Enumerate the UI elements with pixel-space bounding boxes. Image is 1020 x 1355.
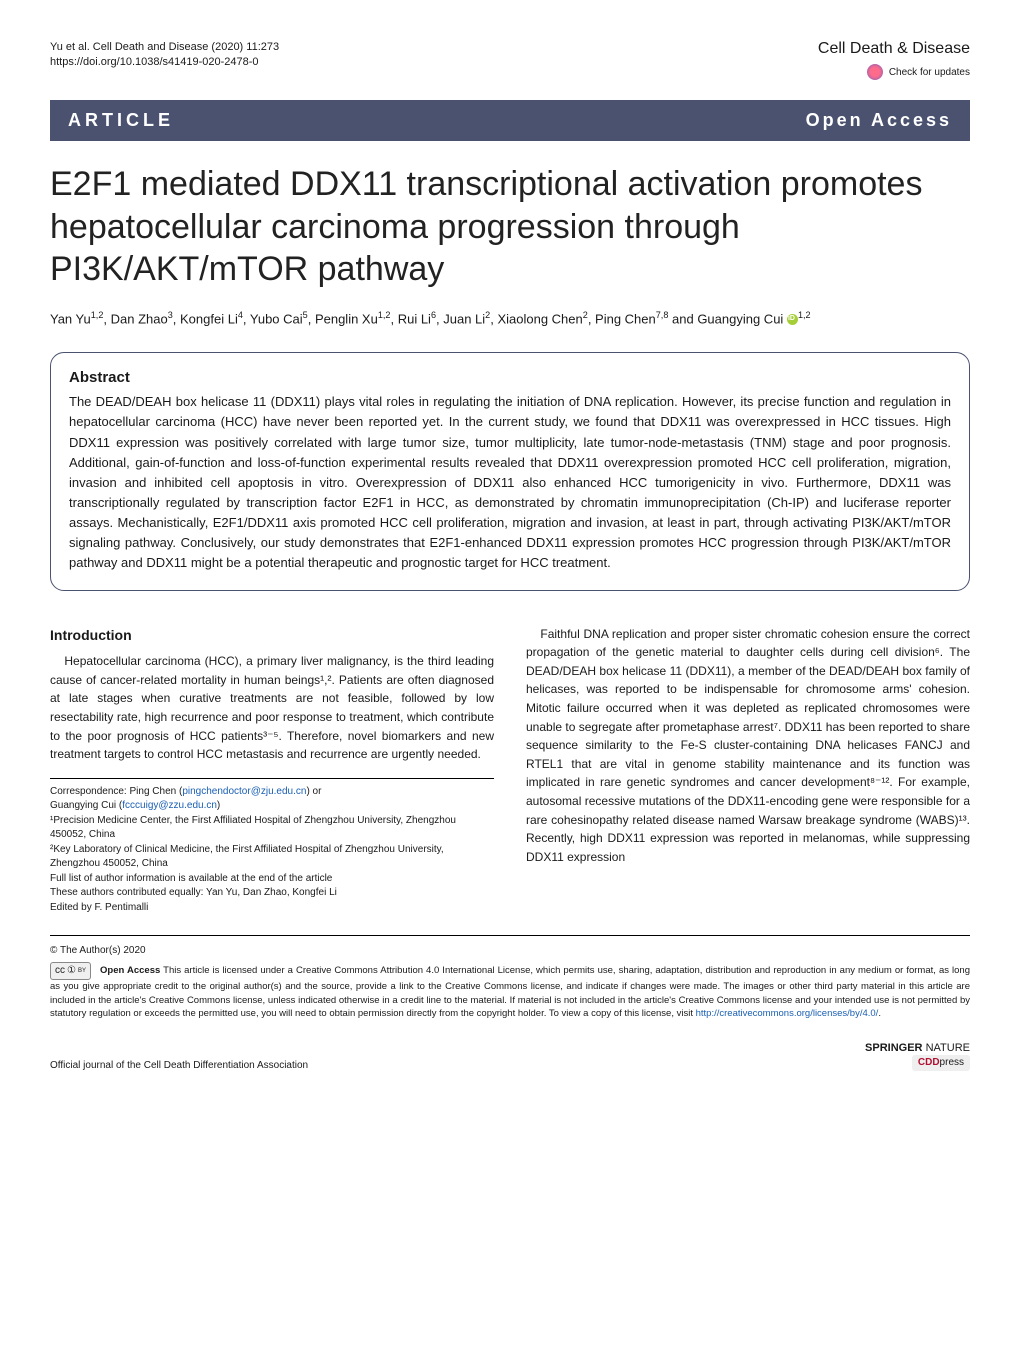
corr-email-1[interactable]: pingchendoctor@zju.edu.cn [182,786,306,797]
cdd-label: CDD [918,1057,940,1068]
license-url[interactable]: http://creativecommons.org/licenses/by/4… [696,1008,879,1019]
check-updates[interactable]: Check for updates [818,64,970,80]
press-label: press [940,1057,964,1068]
corr-suffix-1: ) or [306,786,321,797]
corr-label-2: Guangying Cui ( [50,800,122,811]
license-text-2: . [878,1008,881,1019]
corr-email-2[interactable]: fcccuigy@zzu.edu.cn [122,800,217,811]
footer-left: Official journal of the Cell Death Diffe… [50,1060,308,1071]
abstract-heading: Abstract [69,369,951,386]
citation-line: Yu et al. Cell Death and Disease (2020) … [50,40,279,55]
abstract-box: Abstract The DEAD/DEAH box helicase 11 (… [50,352,970,590]
journal-name: Cell Death & Disease [818,40,970,58]
affiliation-1: ¹Precision Medicine Center, the First Af… [50,814,494,843]
cc-by-circle: ① [67,964,76,978]
cc-by-icon: cc ① BY [50,962,91,980]
header-right: Cell Death & Disease Check for updates [818,40,970,80]
page-header: Yu et al. Cell Death and Disease (2020) … [50,40,970,80]
edited-by-note: Edited by F. Pentimalli [50,901,494,916]
corr-suffix-2: ) [217,800,220,811]
springer-label: SPRINGER [865,1042,922,1054]
correspondence-block: Correspondence: Ping Chen (pingchendocto… [50,778,494,916]
abstract-text: The DEAD/DEAH box helicase 11 (DDX11) pl… [69,392,951,573]
article-type-bar: ARTICLE Open Access [50,100,970,141]
cc-by-sub: BY [78,967,86,975]
doi-line: https://doi.org/10.1038/s41419-020-2478-… [50,55,279,70]
article-title: E2F1 mediated DDX11 transcriptional acti… [50,163,970,291]
open-access-strong: Open Access [100,965,160,976]
affiliation-2: ²Key Laboratory of Clinical Medicine, th… [50,843,494,872]
intro-para-2: Faithful DNA replication and proper sist… [526,625,970,867]
author-list: Yan Yu1,2, Dan Zhao3, Kongfei Li4, Yubo … [50,309,970,329]
cc-cc-label: cc [55,964,65,978]
introduction-heading: Introduction [50,625,494,647]
copyright-line: © The Author(s) 2020 [50,944,970,958]
intro-para-1: Hepatocellular carcinoma (HCC), a primar… [50,652,494,764]
page-footer: Official journal of the Cell Death Diffe… [50,1042,970,1071]
equal-contribution-note: These authors contributed equally: Yan Y… [50,886,494,901]
body-columns: Introduction Hepatocellular carcinoma (H… [50,625,970,916]
publisher-logo: SPRINGER NATURE CDDpress [865,1042,970,1071]
article-type-label: ARTICLE [68,110,174,131]
copyright-block: © The Author(s) 2020 cc ① BY Open Access… [50,935,970,1020]
corr-label-1: Correspondence: Ping Chen ( [50,786,182,797]
orcid-icon [787,314,798,325]
full-author-list-note: Full list of author information is avail… [50,872,494,887]
right-column: Faithful DNA replication and proper sist… [526,625,970,916]
open-access-label: Open Access [806,110,952,131]
check-updates-icon [867,64,883,80]
left-column: Introduction Hepatocellular carcinoma (H… [50,625,494,916]
header-left: Yu et al. Cell Death and Disease (2020) … [50,40,279,71]
cdd-press-badge: CDDpress [912,1055,970,1071]
check-updates-label: Check for updates [889,67,970,78]
nature-label: NATURE [926,1042,970,1054]
